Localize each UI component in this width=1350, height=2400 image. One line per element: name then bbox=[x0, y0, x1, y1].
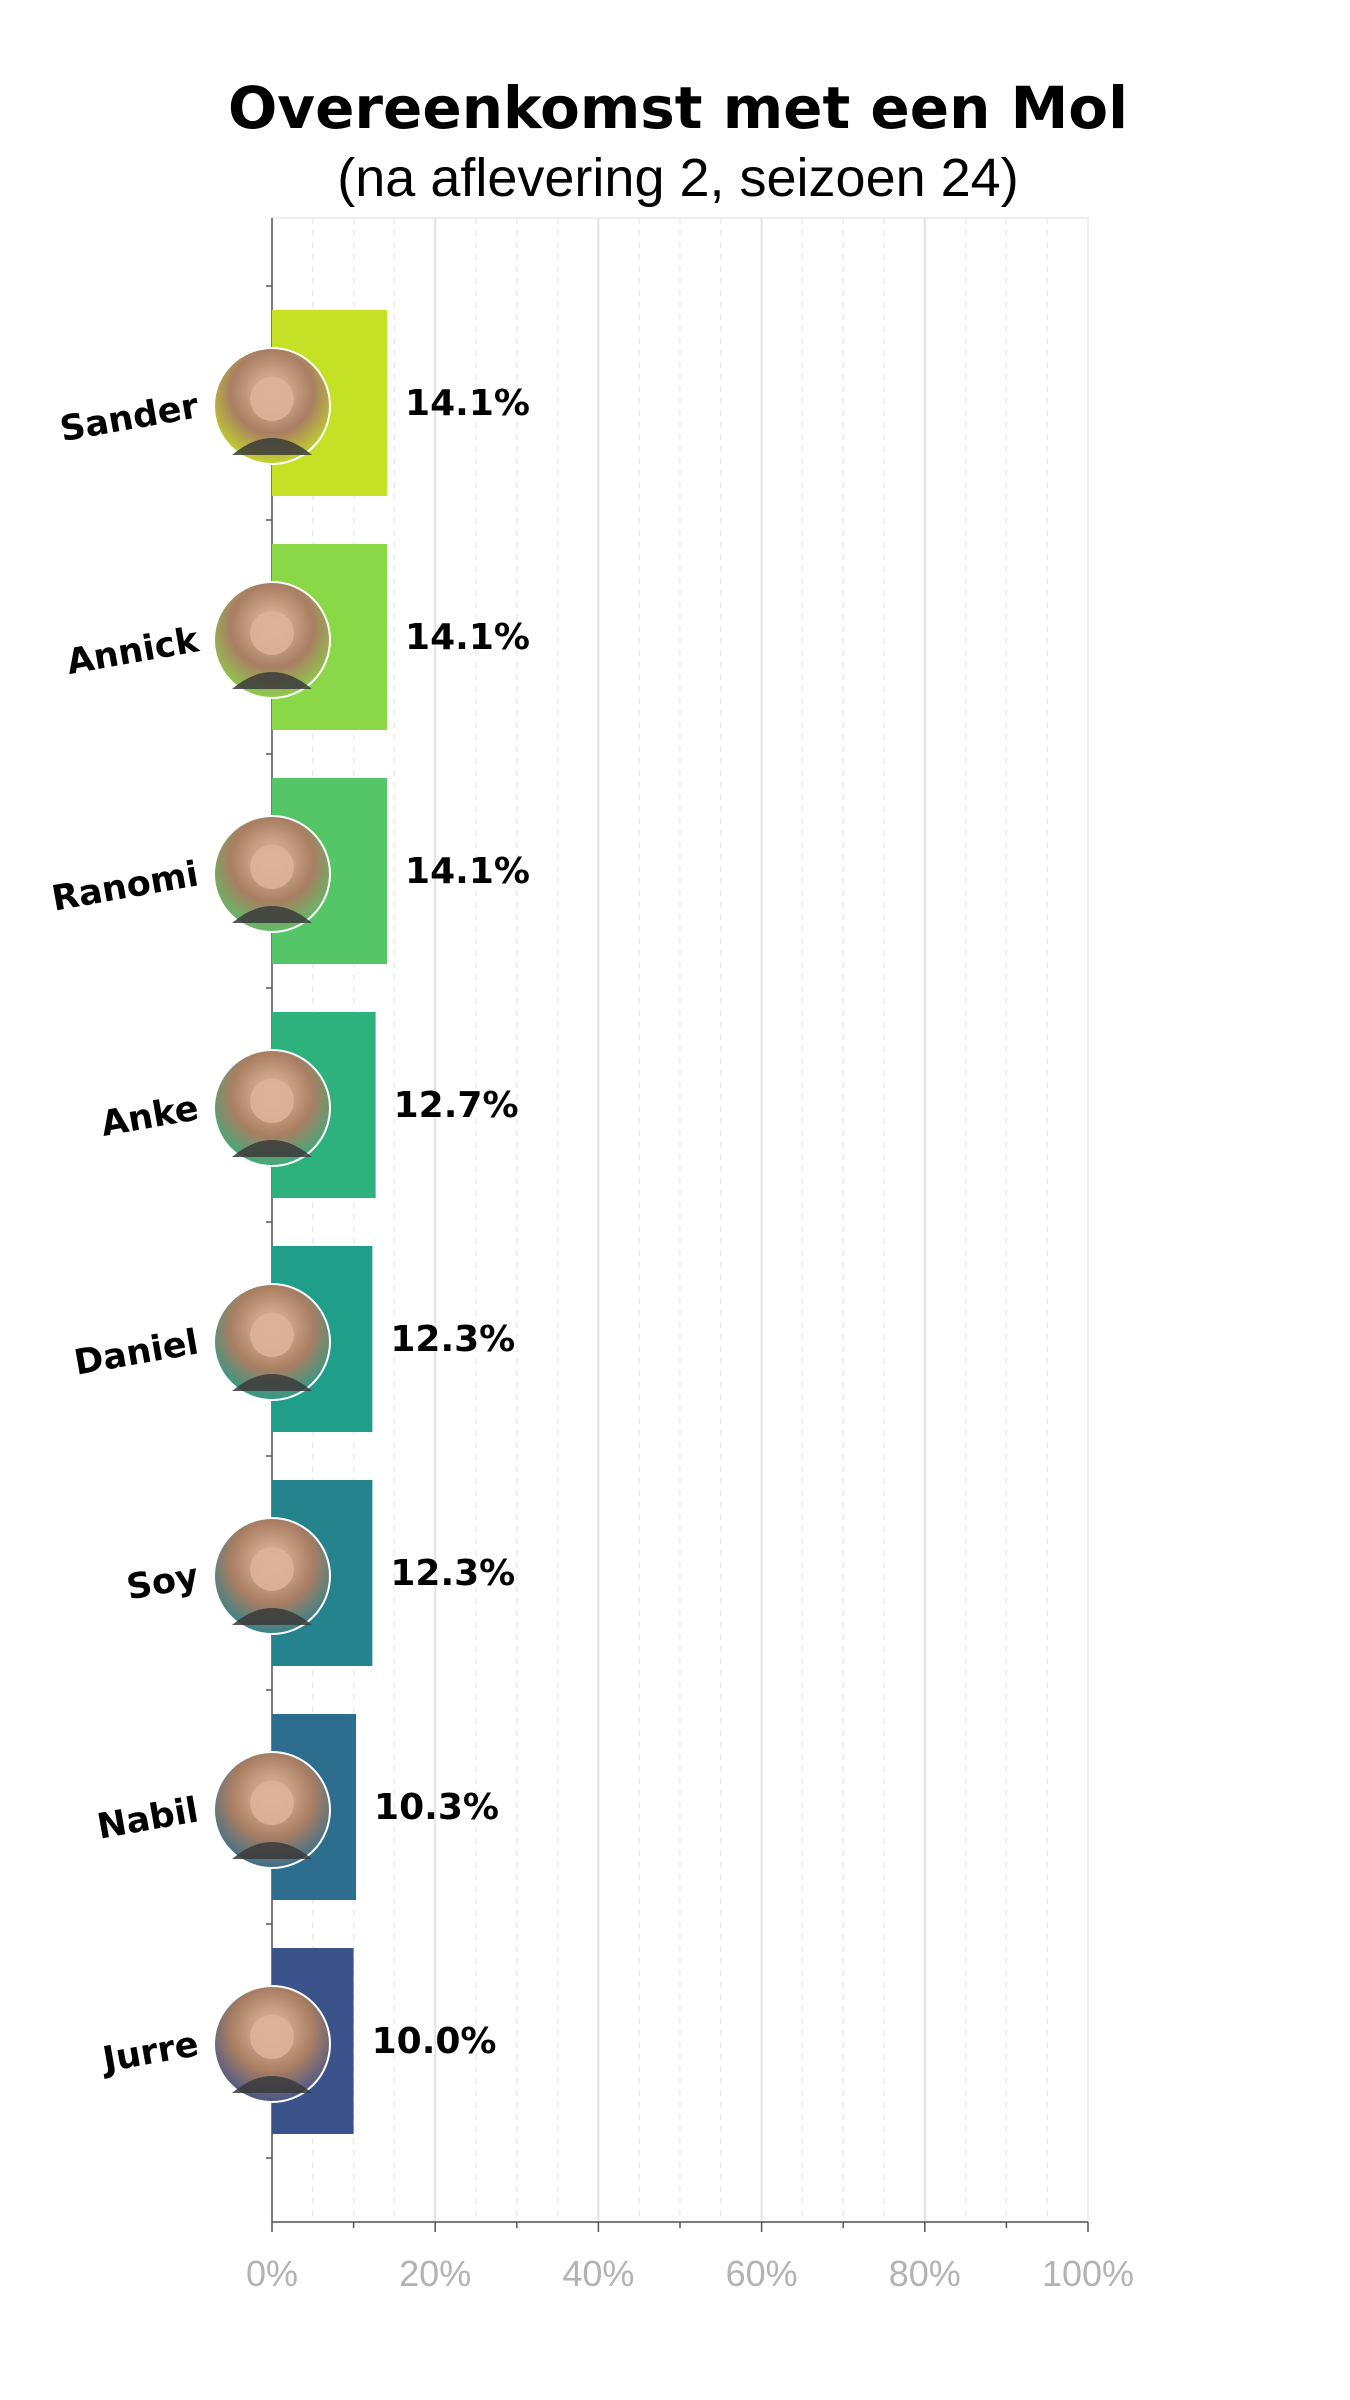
plot-area: 0% 20% 40% 60% 80% 100% Sander 14.1% Annick 14.1%… bbox=[49, 217, 1134, 2294]
avatar-face bbox=[250, 1079, 294, 1123]
data-label: 12.3% bbox=[390, 1319, 515, 1360]
avatar-shoulders bbox=[232, 906, 312, 923]
avatar bbox=[213, 1283, 331, 1401]
category-label: Daniel bbox=[71, 1322, 201, 1383]
avatar-face bbox=[250, 1547, 294, 1591]
x-tick-label: 0% bbox=[246, 2253, 298, 2294]
avatar-face bbox=[250, 611, 294, 655]
category-label: Nabil bbox=[94, 1790, 201, 1847]
avatar-shoulders bbox=[232, 672, 312, 689]
avatar bbox=[213, 815, 331, 933]
avatar bbox=[213, 1049, 331, 1167]
category-label: Ranomi bbox=[49, 854, 202, 919]
avatar-shoulders bbox=[232, 1374, 312, 1391]
data-label: 14.1% bbox=[405, 383, 530, 424]
avatar-shoulders bbox=[232, 1140, 312, 1157]
avatar-face bbox=[250, 377, 294, 421]
avatar-shoulders bbox=[232, 438, 312, 455]
data-label: 12.3% bbox=[390, 1553, 515, 1594]
avatar-shoulders bbox=[232, 2076, 312, 2093]
data-label: 10.3% bbox=[374, 1787, 499, 1828]
data-label: 14.1% bbox=[405, 851, 530, 892]
avatar bbox=[213, 581, 331, 699]
x-tick-label: 40% bbox=[562, 2253, 634, 2294]
avatar-shoulders bbox=[232, 1608, 312, 1625]
data-label: 12.7% bbox=[394, 1085, 519, 1126]
x-tick-label: 60% bbox=[726, 2253, 798, 2294]
category-label: Sander bbox=[57, 386, 202, 450]
data-label: 14.1% bbox=[405, 617, 530, 658]
avatar bbox=[213, 347, 331, 465]
avatar bbox=[213, 1985, 331, 2103]
category-label: Soy bbox=[124, 1556, 202, 1608]
x-tick-label: 100% bbox=[1042, 2253, 1134, 2294]
category-label: Annick bbox=[64, 620, 203, 683]
data-label: 10.0% bbox=[372, 2021, 497, 2062]
category-label: Anke bbox=[98, 1088, 202, 1144]
avatar-face bbox=[250, 1781, 294, 1825]
category-label: Jurre bbox=[98, 2024, 202, 2080]
chart-title: Overeenkomst met een Mol bbox=[228, 74, 1128, 142]
avatar-face bbox=[250, 2015, 294, 2059]
x-tick-label: 80% bbox=[889, 2253, 961, 2294]
avatar-face bbox=[250, 1313, 294, 1357]
avatar bbox=[213, 1751, 331, 1869]
chart-subtitle: (na aflevering 2, seizoen 24) bbox=[337, 148, 1018, 208]
x-tick-label: 20% bbox=[399, 2253, 471, 2294]
avatar bbox=[213, 1517, 331, 1635]
avatar-shoulders bbox=[232, 1842, 312, 1859]
avatar-face bbox=[250, 845, 294, 889]
